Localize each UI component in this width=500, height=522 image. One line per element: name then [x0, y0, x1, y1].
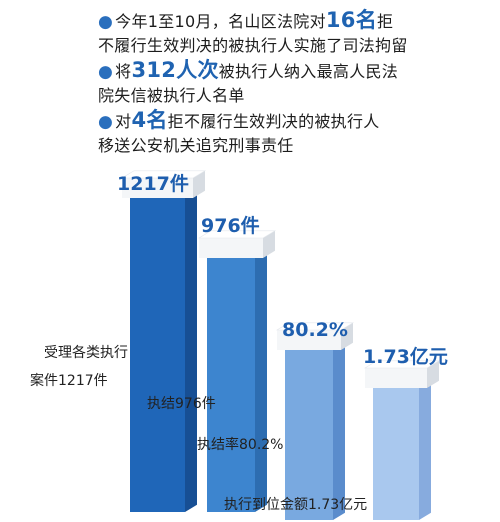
summary-bullets: ● 今年1至10月，名山区法院对16名拒 不履行生效判决的被执行人实施了司法拘留 …	[98, 8, 428, 158]
bar	[285, 350, 333, 520]
bar-side-face	[185, 190, 197, 513]
bar-cap-side	[193, 170, 205, 198]
bar-category-label: 执结976件	[147, 396, 216, 412]
bar-cap-front	[122, 178, 193, 198]
bullet-text: 今年1至10月，名山区法院对	[115, 12, 326, 31]
bar-value-label: 1217件	[117, 172, 189, 195]
bar-side-face	[419, 380, 431, 520]
bar-cap-top	[275, 322, 355, 331]
bullet-dot-icon: ●	[98, 12, 114, 32]
bullet-number: 16名	[325, 8, 378, 32]
bar-cap-front	[199, 238, 263, 258]
bar-value-label: 80.2%	[282, 319, 348, 341]
bullet-text-line2: 不履行生效判决的被执行人实施了司法拘留	[98, 36, 408, 55]
bar-value-label: 1.73亿元	[363, 345, 448, 368]
bar-cap-front	[365, 368, 427, 388]
bullet-blacklist: ● 将312人次被执行人纳入最高人民法 院失信被执行人名单	[98, 58, 428, 108]
bar-cap-top	[197, 230, 277, 239]
bar-cap-top	[363, 360, 441, 369]
bullet-detention: ● 今年1至10月，名山区法院对16名拒 不履行生效判决的被执行人实施了司法拘留	[98, 8, 428, 58]
bullet-dot-icon: ●	[98, 62, 114, 82]
bar-value-label: 976件	[201, 214, 260, 237]
bar-side-face	[255, 250, 267, 513]
bar-category-label: 受理各类执行	[44, 345, 128, 361]
bar-cap-front	[277, 330, 341, 350]
bar	[373, 388, 419, 520]
bullet-text: 拒不履行生效判决的被执行人	[167, 112, 380, 131]
bullet-criminal: ● 对4名拒不履行生效判决的被执行人 移送公安机关追究刑事责任	[98, 108, 428, 158]
bullet-text: 被执行人纳入最高人民法	[218, 62, 399, 81]
bar-category-label: 案件1217件	[30, 372, 108, 389]
bullet-text: 对	[115, 112, 132, 131]
bullet-text: 拒	[377, 12, 394, 31]
bullet-text: 将	[115, 62, 132, 81]
bar-side-face	[333, 342, 345, 520]
bar-category-label: 执结率80.2%	[197, 436, 283, 453]
bullet-number: 4名	[131, 108, 168, 132]
bar	[130, 198, 185, 512]
bullet-text-line2: 移送公安机关追究刑事责任	[98, 136, 294, 155]
bullet-number: 312人次	[131, 58, 219, 82]
bar	[207, 258, 255, 512]
bullet-dot-icon: ●	[98, 112, 114, 132]
bar-category-label: 执行到位金额1.73亿元	[224, 497, 367, 513]
bar-cap-side	[341, 322, 353, 350]
bullet-text-line2: 院失信被执行人名单	[98, 86, 245, 105]
bar-cap-side	[427, 360, 439, 388]
bar-cap-side	[263, 230, 275, 258]
bar-cap-top	[120, 170, 207, 179]
